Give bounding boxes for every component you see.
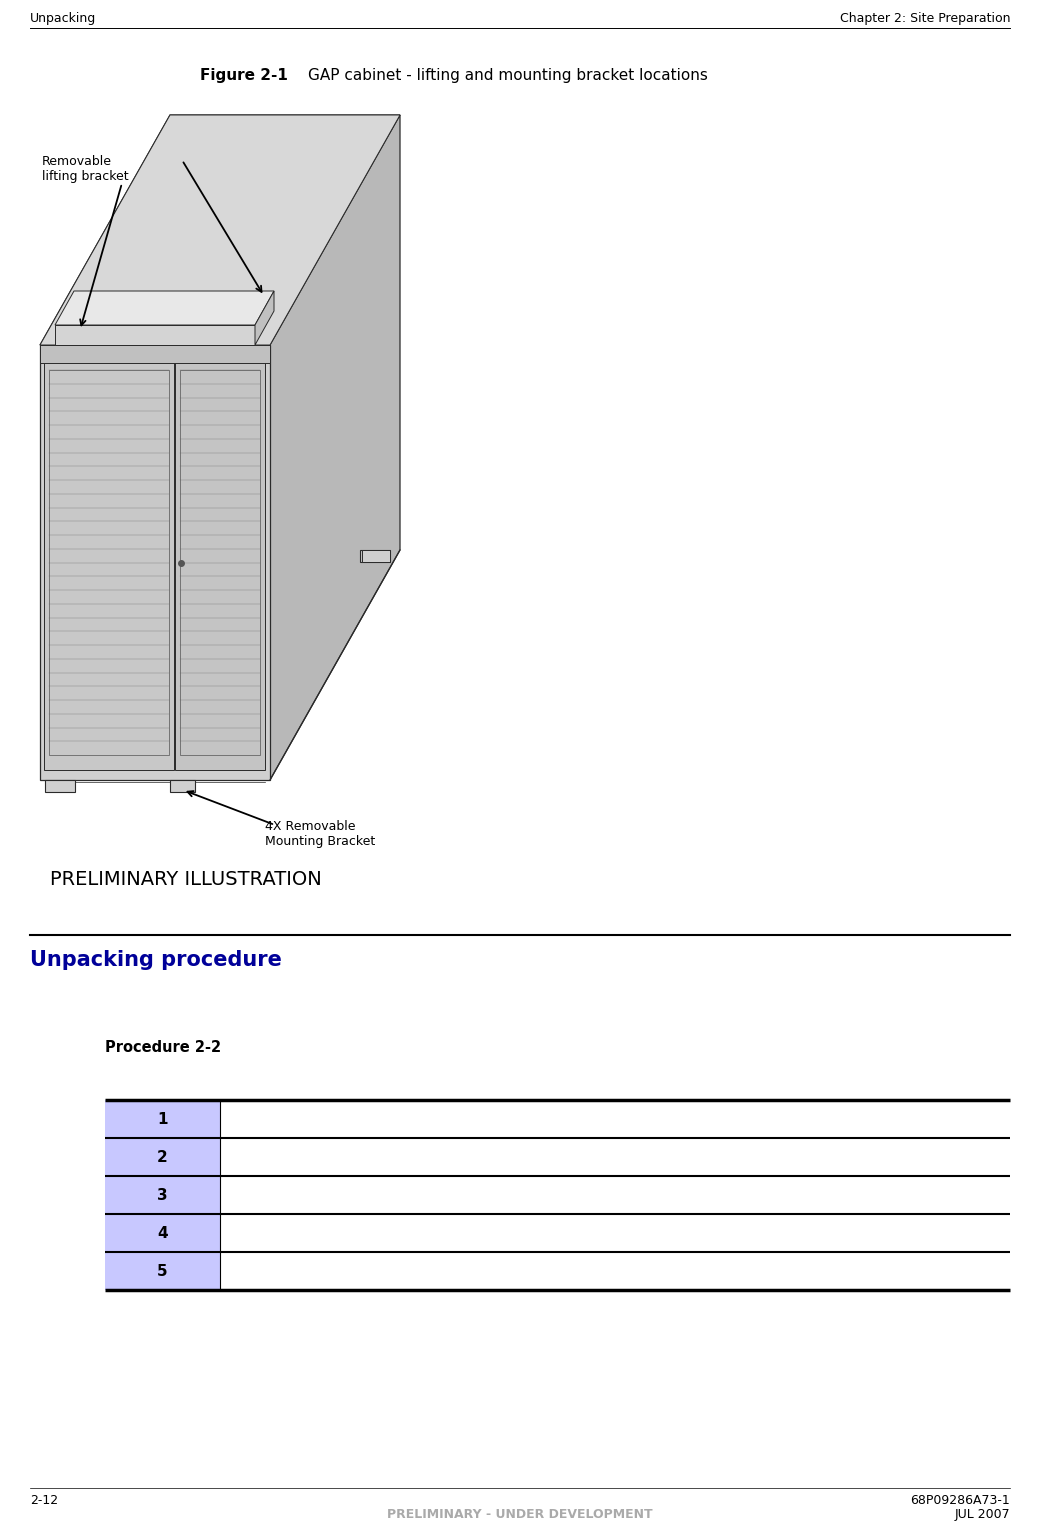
Text: 3: 3 [157,1188,167,1202]
Polygon shape [170,780,196,793]
Text: 1: 1 [157,1112,167,1127]
Polygon shape [55,292,274,325]
Text: Removable
lifting bracket: Removable lifting bracket [42,156,129,183]
Polygon shape [360,550,390,562]
Polygon shape [55,325,255,345]
Polygon shape [40,115,400,345]
Text: 68P09286A73-1: 68P09286A73-1 [910,1493,1010,1507]
Polygon shape [44,354,174,770]
Polygon shape [175,354,265,770]
Polygon shape [40,345,270,363]
Text: Unpacking procedure: Unpacking procedure [30,950,282,970]
Polygon shape [362,550,390,562]
Bar [105,1252,220,1290]
Text: Unpacking: Unpacking [30,12,97,24]
Text: PRELIMINARY ILLUSTRATION: PRELIMINARY ILLUSTRATION [50,870,321,889]
Text: 4X Removable
Mounting Bracket: 4X Removable Mounting Bracket [265,820,375,847]
Polygon shape [255,292,274,345]
Text: JUL 2007: JUL 2007 [955,1509,1010,1521]
Text: Figure 2-1: Figure 2-1 [200,69,288,82]
Text: Chapter 2: Site Preparation: Chapter 2: Site Preparation [839,12,1010,24]
Bar [105,1214,220,1252]
Text: 2: 2 [157,1150,167,1165]
Text: Procedure 2-2: Procedure 2-2 [105,1040,222,1055]
Bar [105,1138,220,1176]
Text: PRELIMINARY - UNDER DEVELOPMENT: PRELIMINARY - UNDER DEVELOPMENT [387,1509,653,1521]
Text: 4: 4 [157,1226,167,1240]
Polygon shape [270,115,400,780]
Text: 2-12: 2-12 [30,1493,58,1507]
Polygon shape [45,780,75,793]
Polygon shape [40,345,270,780]
Polygon shape [40,115,400,345]
Text: 5: 5 [157,1263,167,1278]
Text: GAP cabinet - lifting and mounting bracket locations: GAP cabinet - lifting and mounting brack… [308,69,708,82]
Bar [105,1099,220,1138]
Bar [105,1176,220,1214]
